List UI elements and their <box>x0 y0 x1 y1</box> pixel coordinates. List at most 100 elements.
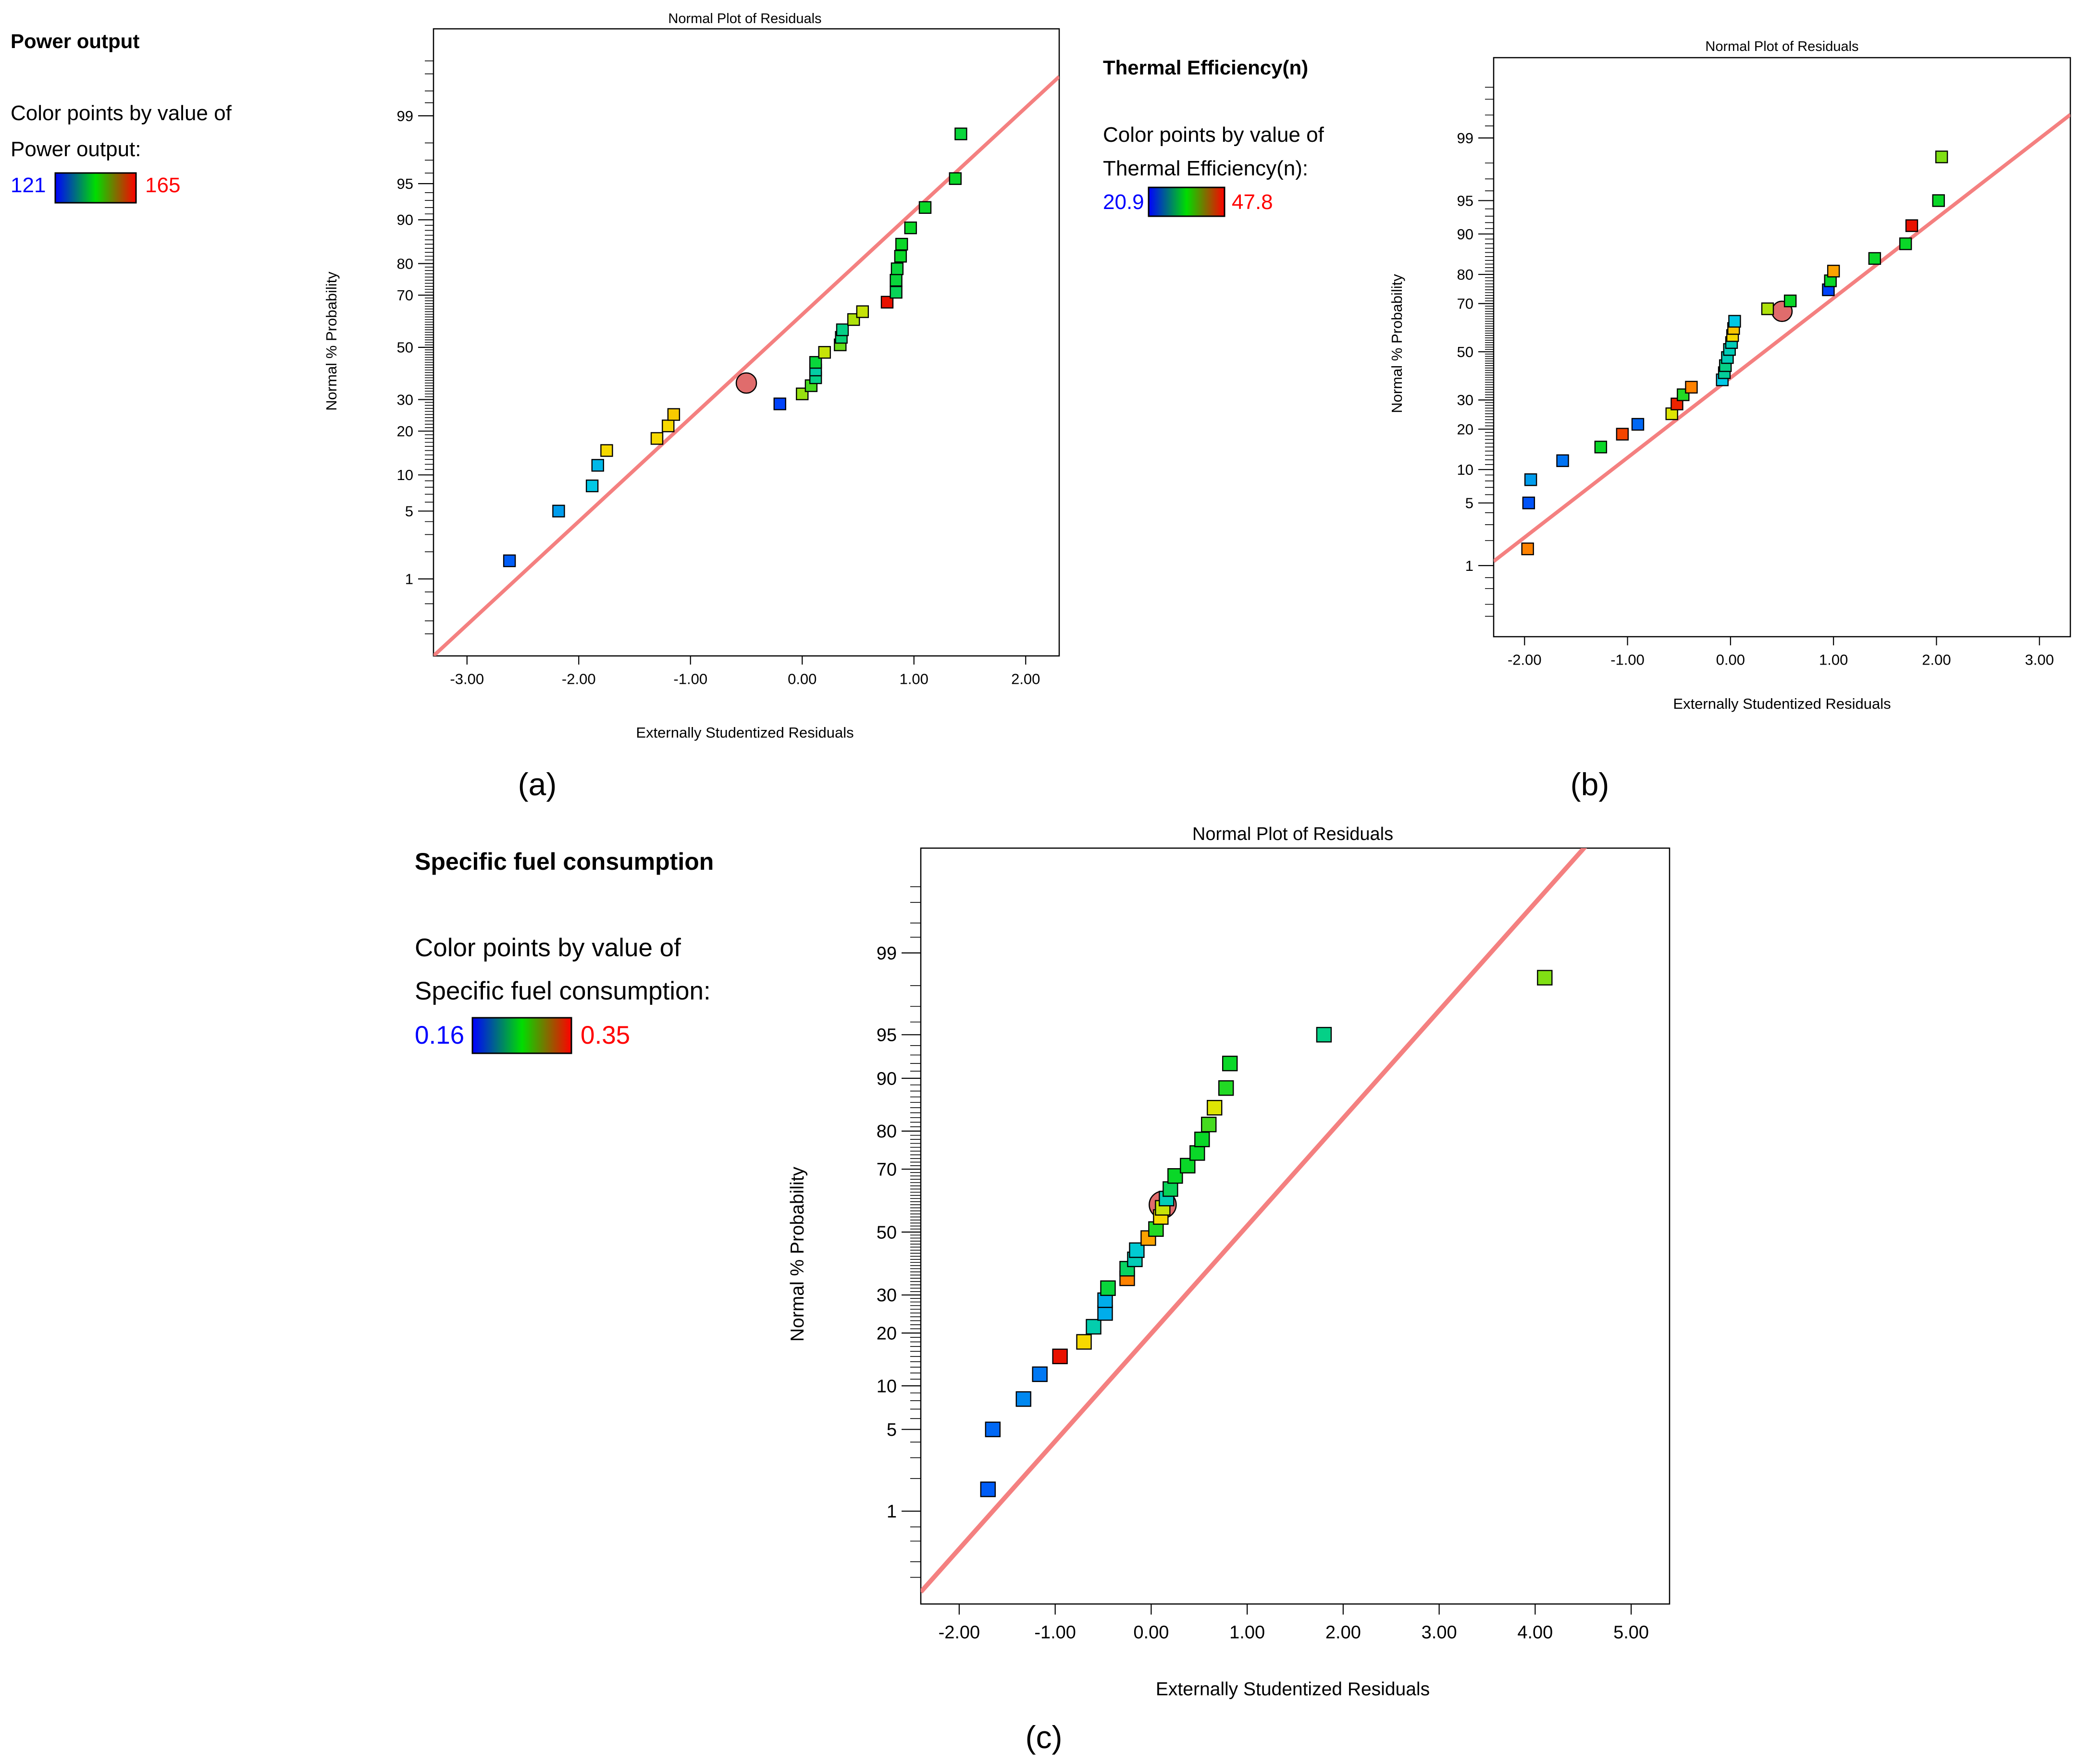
data-point <box>818 346 831 359</box>
y-axis-label: Normal % Probability <box>1388 274 1405 413</box>
data-point <box>856 305 869 318</box>
legend-line2: Power output: <box>11 137 141 161</box>
panel-b: Thermal Efficiency(n) Color points by va… <box>1103 39 2071 802</box>
legend-line2: Specific fuel consumption: <box>415 977 711 1005</box>
color-scale-bar <box>1148 186 1225 217</box>
data-point <box>591 459 604 472</box>
y-tick-label: 1 <box>405 571 413 588</box>
y-tick-label: 30 <box>1457 392 1473 408</box>
clipped-layer <box>1494 113 2070 563</box>
data-point <box>1827 264 1840 278</box>
data-point <box>773 397 786 410</box>
x-tick-label: 0.00 <box>788 670 817 687</box>
plot-frame <box>433 28 1060 657</box>
data-point <box>1180 1158 1196 1174</box>
panel-caption: (a) <box>518 766 557 802</box>
data-point <box>1905 219 1918 232</box>
x-tick-label: 2.00 <box>1922 651 1951 668</box>
x-tick-label: 0.00 <box>1133 1622 1169 1642</box>
data-point <box>503 554 516 567</box>
y-tick-label: 80 <box>1457 266 1473 283</box>
x-tick-label: -2.00 <box>939 1622 980 1642</box>
x-tick-label: 1.00 <box>1819 651 1848 668</box>
data-point <box>1761 302 1774 315</box>
x-tick-label: -3.00 <box>450 670 484 687</box>
plot-area: 1 5 10 20 30 50 70 80 90 95 99 -3.00 -2.00 -1.00 0.00 1… <box>397 28 1060 687</box>
data-point <box>1521 543 1534 555</box>
y-tick-label: 30 <box>397 391 413 408</box>
data-point <box>1189 1145 1205 1161</box>
legend-heading: Thermal Efficiency(n) <box>1103 56 1308 79</box>
data-point <box>918 201 932 214</box>
data-point <box>949 172 962 185</box>
legend-line1: Color points by value of <box>11 101 232 125</box>
x-tick-label: 1.00 <box>900 670 928 687</box>
data-point <box>836 323 849 336</box>
x-tick-label: 2.00 <box>1011 670 1040 687</box>
color-scale-bar <box>471 1017 572 1054</box>
y-tick-label: 90 <box>1457 226 1473 243</box>
data-point <box>1207 1100 1223 1116</box>
data-point <box>891 262 904 275</box>
data-point <box>796 387 809 400</box>
y-axis-label: Normal % Probability <box>323 271 340 411</box>
legend-b: Thermal Efficiency(n) Color points by va… <box>1103 56 1324 217</box>
y-tick-label: 20 <box>1457 421 1473 438</box>
y-tick-label: 90 <box>877 1069 897 1089</box>
panel-caption: (b) <box>1571 766 1609 802</box>
y-tick-label: 10 <box>1457 461 1473 478</box>
x-tick-label: -1.00 <box>1034 1622 1076 1642</box>
data-point <box>1218 1080 1234 1096</box>
x-axis-label: Externally Studentized Residuals <box>636 724 854 741</box>
legend-line1: Color points by value of <box>415 934 681 962</box>
data-point <box>985 1421 1001 1437</box>
y-tick-label: 20 <box>877 1323 897 1344</box>
legend-line2: Thermal Efficiency(n): <box>1103 157 1308 180</box>
data-point <box>1015 1391 1031 1407</box>
data-point <box>1899 237 1912 250</box>
x-tick-label: 5.00 <box>1613 1622 1649 1642</box>
y-tick-label: 50 <box>397 339 413 356</box>
data-point <box>1163 1181 1178 1197</box>
data-point <box>895 237 908 251</box>
plot-frame <box>920 847 1671 1605</box>
data-point <box>650 432 664 445</box>
data-point <box>662 419 675 432</box>
y-tick-label: 10 <box>877 1376 897 1396</box>
y-tick-label: 1 <box>1465 557 1473 574</box>
y-tick-label: 1 <box>887 1502 897 1522</box>
y-tick-label: 5 <box>405 503 413 519</box>
data-point <box>1032 1366 1048 1382</box>
y-tick-label: 50 <box>1457 344 1473 360</box>
data-point <box>1194 1131 1210 1147</box>
x-tick-label: -2.00 <box>562 670 596 687</box>
panel-caption: (c) <box>1026 1719 1063 1755</box>
legend-heading: Power output <box>11 30 139 52</box>
chart-title: Normal Plot of Residuals <box>1192 824 1393 844</box>
legend-max: 0.35 <box>581 1021 630 1049</box>
data-point <box>1222 1055 1238 1072</box>
plot-area: 1 5 10 20 30 50 70 80 90 95 99 -2.00 -1.00 0.00 1.00 2.… <box>1457 57 2071 668</box>
data-point <box>980 1481 996 1497</box>
legend-max: 47.8 <box>1232 190 1273 214</box>
y-tick-label: 90 <box>397 211 413 228</box>
data-point <box>1728 315 1741 328</box>
y-tick-label: 95 <box>877 1025 897 1046</box>
y-tick-label: 70 <box>1457 296 1473 312</box>
clipped-layer <box>433 75 1059 656</box>
data-point <box>1155 1200 1171 1216</box>
legend-min: 20.9 <box>1103 190 1144 214</box>
data-point <box>667 408 681 421</box>
highlighted-point <box>735 372 757 394</box>
legend-a: Power output Color points by value of Po… <box>11 30 232 204</box>
reference-line <box>921 848 1587 1594</box>
data-point <box>890 273 903 287</box>
y-tick-label: 70 <box>397 287 413 304</box>
data-point <box>1932 194 1945 207</box>
y-tick-label: 99 <box>877 943 897 963</box>
y-tick-label: 20 <box>397 423 413 440</box>
data-point <box>1100 1280 1116 1296</box>
x-tick-label: 2.00 <box>1325 1622 1361 1642</box>
y-tick-label: 99 <box>1457 130 1473 147</box>
